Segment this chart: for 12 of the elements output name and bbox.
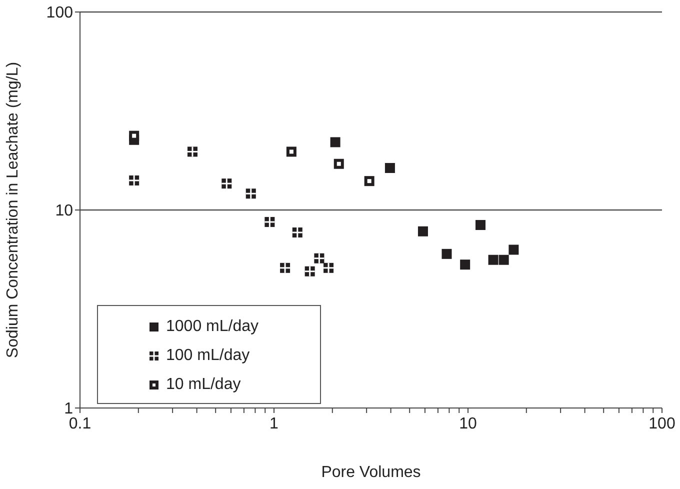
x-tick-label: 10 [459,415,477,432]
x-tick-label: 1 [270,415,279,432]
y-tick-label: 100 [46,4,74,22]
x-tick-label: 0.1 [68,415,92,432]
y-tick-label: 1 [64,400,74,418]
legend-label: 1000 mL/day [166,318,259,336]
x-tick-label: 100 [648,415,676,432]
y-axis-title: Sodium Concentration in Leachate (mg/L) [4,62,22,358]
x-axis-title: Pore Volumes [321,464,421,481]
legend-label: 10 mL/day [166,376,241,394]
y-tick-label: 10 [55,202,74,220]
legend-label: 100 mL/day [166,346,250,364]
